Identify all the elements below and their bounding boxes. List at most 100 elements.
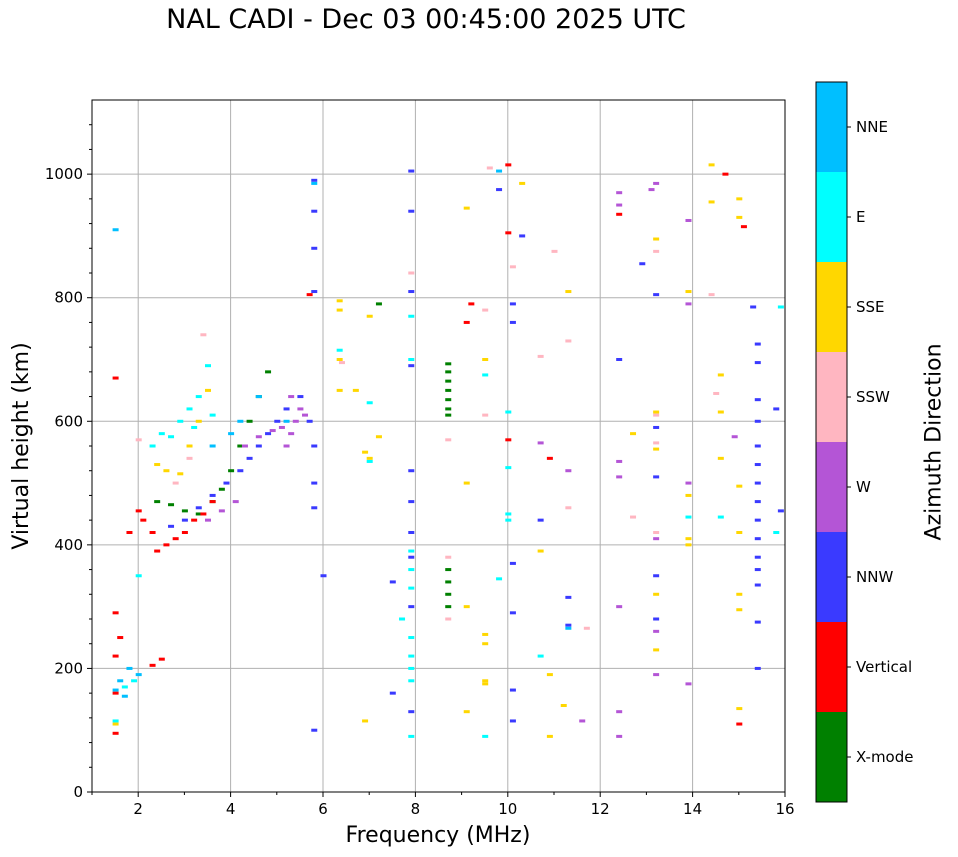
data-point: [565, 506, 572, 510]
grid-lines: [92, 100, 786, 793]
data-point: [653, 410, 660, 414]
data-point: [237, 419, 244, 423]
data-point: [228, 469, 235, 473]
colorbar-segment: [816, 352, 847, 442]
data-point: [288, 395, 295, 399]
data-point: [509, 320, 516, 324]
data-point: [565, 623, 572, 627]
data-point: [168, 435, 175, 439]
x-tick-label: 14: [683, 800, 702, 818]
data-point: [389, 580, 396, 584]
data-point: [482, 373, 489, 377]
data-point: [336, 299, 343, 303]
data-point: [246, 456, 253, 460]
data-point: [740, 225, 747, 229]
data-point: [583, 626, 590, 630]
data-point: [311, 209, 318, 213]
data-point: [283, 407, 290, 411]
data-point: [505, 512, 512, 516]
data-point: [546, 456, 553, 460]
data-point: [177, 419, 184, 423]
data-point: [311, 481, 318, 485]
data-point: [408, 734, 415, 738]
data-point: [546, 673, 553, 677]
colorbar-segment: [816, 532, 847, 622]
data-point: [408, 654, 415, 658]
data-point: [283, 444, 290, 448]
data-point: [149, 444, 156, 448]
data-point: [445, 398, 452, 402]
data-point: [537, 441, 544, 445]
data-point: [754, 666, 761, 670]
data-point: [551, 249, 558, 253]
data-point: [181, 518, 188, 522]
data-point: [445, 379, 452, 383]
data-point: [241, 444, 248, 448]
x-tick-label: 10: [498, 800, 517, 818]
data-point: [445, 580, 452, 584]
data-point: [616, 605, 623, 609]
data-point: [685, 302, 692, 306]
data-point: [653, 425, 660, 429]
y-tick-label: 600: [54, 412, 83, 430]
data-point: [509, 719, 516, 723]
data-point: [653, 673, 660, 677]
data-point: [408, 679, 415, 683]
y-tick-label: 1000: [45, 165, 83, 183]
colorbar-frame: [815, 81, 848, 803]
data-point: [685, 543, 692, 547]
data-point: [754, 481, 761, 485]
colorbar-tick-label: NNW: [856, 568, 894, 586]
data-point: [754, 419, 761, 423]
data-point: [445, 370, 452, 374]
data-point: [754, 444, 761, 448]
data-point: [237, 444, 244, 448]
data-point: [209, 500, 216, 504]
data-point: [311, 506, 318, 510]
data-point: [112, 719, 119, 723]
data-point: [283, 419, 290, 423]
data-point: [505, 466, 512, 470]
colorbar-segment: [816, 712, 847, 802]
data-point: [168, 524, 175, 528]
data-point: [736, 531, 743, 534]
colorbar-segment: [816, 442, 847, 532]
data-point: [496, 169, 503, 173]
data-point: [754, 620, 761, 624]
data-point: [565, 469, 572, 473]
colorbar-tick-label: Vertical: [856, 658, 913, 676]
data-point: [653, 293, 660, 297]
y-axis-label: Virtual height (km): [9, 342, 34, 549]
data-point: [482, 413, 489, 417]
data-point: [722, 172, 729, 176]
x-tick-label: 6: [318, 800, 328, 818]
data-point: [205, 518, 211, 522]
data-point: [311, 178, 318, 182]
data-point: [154, 549, 161, 553]
data-point: [717, 410, 724, 414]
data-point: [186, 407, 193, 411]
data-point: [366, 456, 373, 460]
data-point: [754, 583, 761, 587]
data-point: [509, 561, 516, 565]
colorbar-segment: [816, 622, 847, 712]
data-point: [408, 271, 415, 275]
data-point: [278, 425, 285, 429]
data-point: [445, 568, 452, 572]
chart-title: NAL CADI - Dec 03 00:45:00 2025 UTC: [166, 4, 686, 35]
data-point: [754, 463, 761, 467]
data-point: [463, 481, 470, 485]
colorbar: [815, 81, 851, 803]
data-point: [560, 704, 567, 707]
data-point: [616, 459, 623, 463]
data-point: [336, 308, 343, 312]
data-point: [546, 734, 553, 738]
data-point: [445, 605, 452, 609]
data-point: [754, 398, 761, 402]
data-point: [408, 555, 415, 559]
data-point: [565, 339, 572, 343]
data-point: [195, 506, 202, 510]
data-point: [653, 574, 660, 578]
data-point: [209, 444, 216, 448]
data-point: [736, 707, 743, 711]
